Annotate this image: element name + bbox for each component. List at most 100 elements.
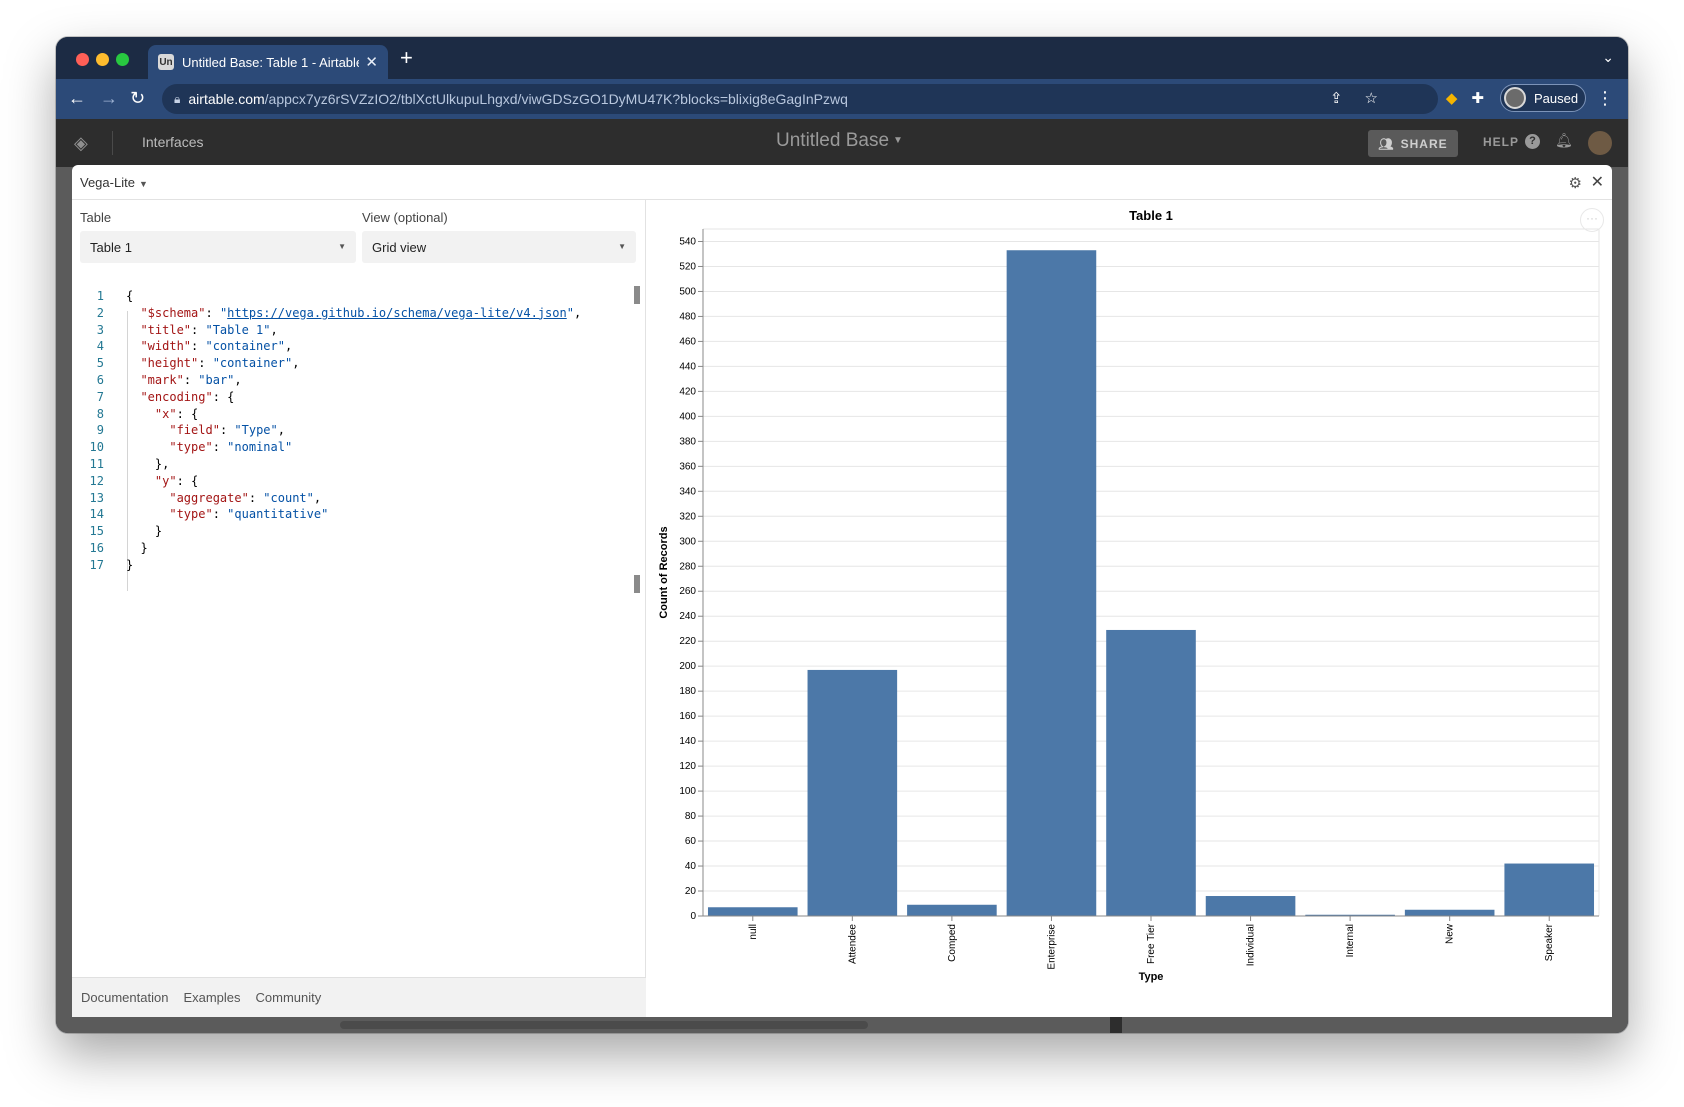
y-tick-label: 540 [679, 236, 696, 247]
code-line: 17} [72, 556, 632, 574]
gear-icon[interactable]: ⚙ [1568, 175, 1582, 192]
line-number: 3 [96, 322, 104, 337]
editor-scrollbar-top[interactable] [634, 286, 640, 304]
horizontal-scrollbar[interactable] [340, 1021, 868, 1029]
back-arrow-icon[interactable]: ← [68, 88, 86, 108]
lock-icon: 🔒︎ [174, 91, 181, 106]
share-button[interactable]: 👥︎ SHARE [1368, 130, 1458, 157]
code-line: 6 "mark": "bar", [72, 371, 632, 389]
view-select[interactable]: Grid view ▼ [362, 231, 636, 263]
bookmark-star-icon[interactable]: ☆ [1364, 90, 1378, 107]
share-page-icon[interactable]: ⇪ [1329, 90, 1343, 107]
y-tick-label: 220 [679, 636, 696, 647]
editor-footer: Documentation Examples Community [72, 977, 646, 1017]
url-field[interactable]: 🔒︎ airtable.com/appcx7yz6rSVZzIO2/tblXct… [162, 84, 1438, 114]
table-select[interactable]: Table 1 ▼ [80, 231, 356, 263]
select-arrow-icon: ▼ [338, 242, 346, 251]
interfaces-link[interactable]: Interfaces [142, 134, 204, 150]
line-number: 16 [89, 541, 104, 555]
tab-favicon-icon: Un [158, 54, 174, 70]
url-path: /appcx7yz6rSVZzIO2/tblXctUlkupuLhgxd/viw… [264, 91, 848, 107]
code-line: 1{ [72, 287, 632, 305]
bar [1205, 896, 1296, 916]
y-tick-label: 520 [679, 261, 696, 272]
y-tick-label: 440 [679, 361, 696, 372]
caret-down-icon: ▼ [138, 179, 148, 189]
extension-icons: ◆ ✚ [1446, 89, 1484, 107]
close-icon[interactable]: ✕ [1590, 174, 1604, 191]
extension-title-dropdown[interactable]: Vega-Lite ▼ [80, 175, 148, 190]
y-tick-label: 120 [679, 761, 696, 772]
examples-link[interactable]: Examples [183, 990, 241, 1005]
profile-status: Paused [1534, 90, 1579, 106]
y-tick-label: 20 [685, 886, 697, 897]
y-tick-label: 0 [690, 911, 696, 922]
y-axis-title: Count of Records [658, 526, 670, 618]
puzzle-extensions-icon[interactable]: ✚ [1471, 90, 1484, 107]
bar-chart: 0 20 40 60 80 100 120 140 160 180 200 220 240 260 280 3… [658, 208, 1600, 983]
line-number: 6 [96, 373, 104, 387]
close-window-button[interactable] [76, 53, 89, 66]
airtable-extension-icon[interactable]: ◆ [1445, 90, 1458, 107]
caret-down-icon: ▼ [893, 135, 903, 147]
code-text: "width": "container", [140, 339, 293, 354]
reload-icon[interactable]: ↻ [130, 88, 146, 108]
select-arrow-icon: ▼ [618, 242, 626, 251]
x-tick-label: Attendee [847, 924, 858, 964]
code-editor[interactable]: 1{2 "$schema": "https://vega.github.io/s… [72, 287, 646, 591]
browser-tab[interactable]: Un Untitled Base: Table 1 - Airtable ✕ [148, 45, 388, 79]
code-line: 12 "y": { [72, 472, 632, 490]
view-select-value: Grid view [372, 240, 427, 255]
more-options-icon[interactable]: ··· [1580, 208, 1604, 232]
community-link[interactable]: Community [255, 990, 322, 1005]
help-icon[interactable]: ? [1525, 134, 1540, 149]
airtable-logo-icon[interactable]: ◈ [74, 133, 88, 153]
user-avatar[interactable] [1588, 131, 1612, 155]
y-tick-label: 500 [679, 286, 696, 297]
profile-avatar [1504, 87, 1526, 109]
line-number: 4 [96, 339, 104, 354]
line-number: 15 [89, 524, 104, 539]
tab-bar: Un Untitled Base: Table 1 - Airtable ✕ +… [56, 37, 1628, 79]
tab-search-chevron-icon[interactable]: ⌄ [1602, 49, 1614, 65]
code-text: } [126, 557, 134, 572]
tab-close-icon[interactable]: ✕ [365, 54, 378, 71]
minimize-window-button[interactable] [96, 53, 109, 66]
x-axis-title: Type [1139, 971, 1164, 983]
editor-pane: Table Table 1 ▼ View (optional) Grid vie… [72, 200, 646, 1017]
line-number: 2 [96, 305, 104, 320]
y-tick-label: 160 [679, 711, 696, 722]
y-tick-label: 400 [679, 411, 696, 422]
y-tick-label: 380 [679, 436, 696, 447]
bar [707, 907, 798, 916]
line-number: 17 [89, 557, 104, 572]
help-link[interactable]: HELP [1483, 135, 1520, 149]
editor-scrollbar-bottom[interactable] [634, 575, 640, 593]
code-line: 14 "type": "quantitative" [72, 505, 632, 523]
y-tick-label: 280 [679, 561, 696, 572]
documentation-link[interactable]: Documentation [81, 990, 169, 1005]
code-text: { [126, 289, 134, 303]
y-tick-label: 320 [679, 511, 696, 522]
extension-title: Vega-Lite [80, 175, 135, 190]
chart-pane: 0 20 40 60 80 100 120 140 160 180 200 220 240 260 280 3… [647, 200, 1612, 1017]
code-line: 3 "title": "Table 1", [72, 321, 632, 339]
x-tick-label: Speaker [1544, 923, 1555, 961]
new-tab-button[interactable]: + [400, 45, 413, 70]
code-text: "type": "quantitative" [169, 507, 329, 522]
bell-icon[interactable]: 🔔︎ [1555, 132, 1573, 148]
x-tick-label: Internal [1345, 924, 1356, 957]
x-tick-label: Individual [1246, 924, 1257, 966]
panel-header: Vega-Lite ▼ ⚙ ✕ [72, 165, 1612, 200]
line-number: 13 [89, 490, 104, 505]
profile-button[interactable]: Paused [1500, 84, 1586, 112]
forward-arrow-icon[interactable]: → [100, 88, 118, 108]
code-text: "encoding": { [140, 389, 235, 404]
code-text: "field": "Type", [169, 423, 285, 438]
maximize-window-button[interactable] [116, 53, 129, 66]
base-name-dropdown[interactable]: Untitled Base ▼ [776, 130, 903, 152]
table-select-value: Table 1 [90, 240, 132, 255]
y-tick-label: 60 [685, 836, 697, 847]
browser-menu-icon[interactable]: ⋮ [1596, 88, 1614, 108]
y-tick-label: 180 [679, 686, 696, 697]
